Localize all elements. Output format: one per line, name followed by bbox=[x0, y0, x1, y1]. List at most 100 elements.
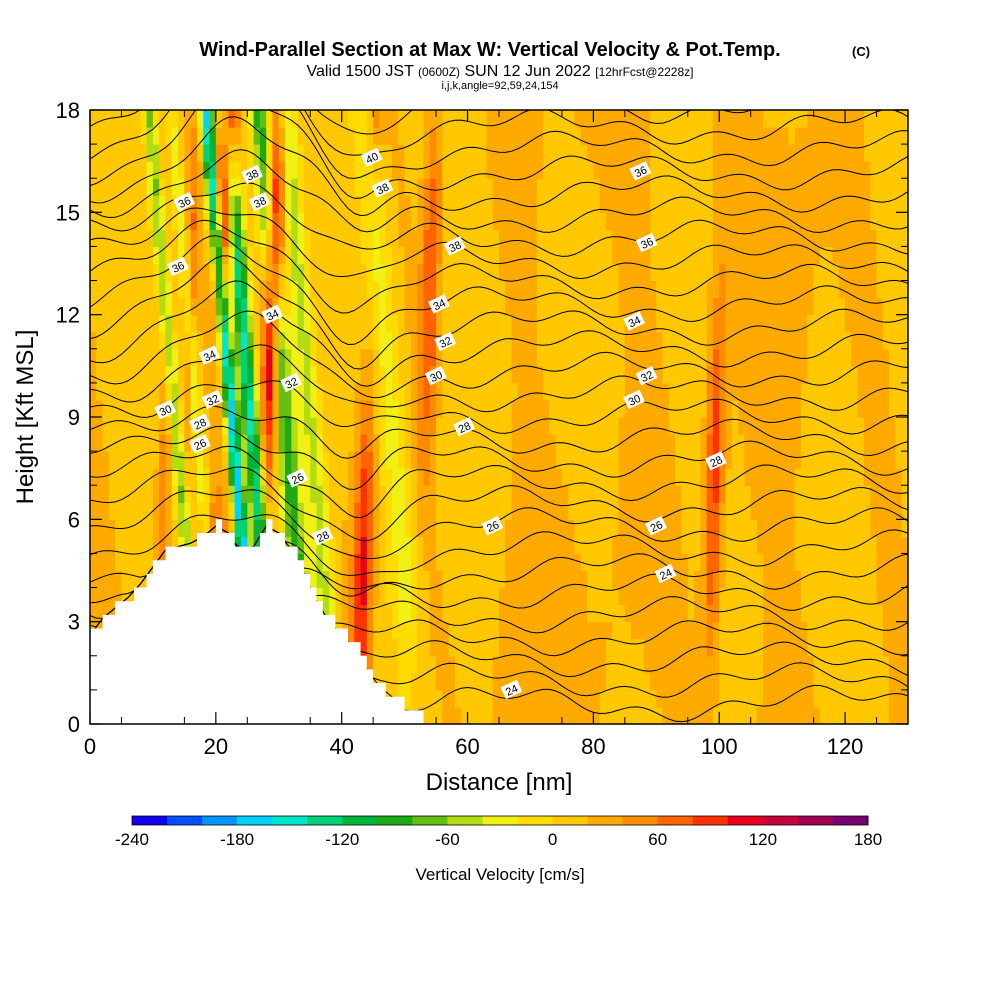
velocity-cell bbox=[599, 263, 607, 282]
velocity-cell bbox=[215, 468, 223, 486]
velocity-cell bbox=[876, 365, 884, 384]
velocity-cell bbox=[876, 570, 884, 589]
velocity-cell bbox=[127, 570, 135, 589]
velocity-cell bbox=[643, 638, 651, 657]
velocity-cell bbox=[486, 417, 494, 435]
velocity-cell bbox=[889, 485, 897, 503]
velocity-cell bbox=[769, 161, 777, 179]
velocity-cell bbox=[115, 485, 123, 503]
velocity-cell bbox=[140, 519, 148, 537]
velocity-cell bbox=[782, 553, 790, 572]
velocity-cell bbox=[115, 536, 123, 555]
velocity-cell bbox=[429, 127, 437, 145]
velocity-cell bbox=[373, 485, 381, 503]
velocity-cell bbox=[637, 246, 645, 265]
velocity-cell bbox=[863, 331, 871, 350]
velocity-cell bbox=[480, 382, 488, 401]
velocity-cell bbox=[845, 638, 852, 657]
velocity-cell bbox=[895, 314, 903, 333]
velocity-cell bbox=[650, 451, 657, 469]
velocity-cell bbox=[480, 417, 488, 435]
velocity-cell bbox=[203, 110, 211, 128]
velocity-cell bbox=[694, 144, 701, 162]
velocity-cell bbox=[398, 519, 406, 537]
velocity-cell bbox=[605, 553, 613, 572]
velocity-cell bbox=[473, 365, 481, 384]
velocity-cell bbox=[467, 212, 475, 230]
velocity-cell bbox=[750, 263, 758, 282]
velocity-cell bbox=[599, 229, 607, 248]
velocity-cell bbox=[310, 127, 318, 145]
velocity-cell bbox=[738, 604, 745, 623]
velocity-cell bbox=[826, 672, 834, 691]
velocity-cell bbox=[259, 246, 267, 265]
velocity-cell bbox=[102, 263, 110, 282]
velocity-cell bbox=[530, 672, 538, 691]
velocity-cell bbox=[536, 110, 544, 128]
velocity-cell bbox=[769, 246, 777, 265]
contour-label-text: 28 bbox=[315, 529, 331, 545]
velocity-cell bbox=[178, 399, 185, 418]
velocity-cell bbox=[876, 417, 884, 435]
velocity-cell bbox=[826, 365, 834, 384]
velocity-cell bbox=[473, 382, 481, 401]
velocity-cell bbox=[505, 144, 513, 162]
velocity-cell bbox=[499, 672, 506, 691]
velocity-cell bbox=[801, 399, 808, 418]
velocity-cell bbox=[826, 399, 834, 418]
velocity-cell bbox=[492, 195, 500, 213]
velocity-cell bbox=[750, 706, 758, 724]
velocity-cell bbox=[454, 434, 462, 452]
velocity-cell bbox=[794, 502, 802, 520]
velocity-cell bbox=[845, 365, 852, 384]
velocity-cell bbox=[492, 451, 500, 469]
velocity-cell bbox=[901, 519, 908, 537]
velocity-cell bbox=[543, 587, 550, 606]
velocity-cell bbox=[750, 399, 758, 418]
velocity-cell bbox=[624, 638, 632, 657]
velocity-cell bbox=[763, 655, 771, 674]
velocity-cell bbox=[599, 485, 607, 503]
velocity-cell bbox=[536, 570, 544, 589]
velocity-cell bbox=[738, 417, 745, 435]
velocity-cell bbox=[618, 127, 626, 145]
velocity-cell bbox=[134, 161, 141, 179]
velocity-cell bbox=[322, 178, 330, 196]
velocity-cell bbox=[662, 434, 670, 452]
velocity-cell bbox=[392, 536, 399, 555]
velocity-cell bbox=[429, 331, 437, 350]
velocity-cell bbox=[234, 417, 242, 435]
velocity-cell bbox=[108, 178, 116, 196]
velocity-cell bbox=[499, 434, 506, 452]
velocity-cell bbox=[341, 212, 349, 230]
velocity-cell bbox=[624, 553, 632, 572]
velocity-cell bbox=[505, 280, 513, 299]
velocity-cell bbox=[385, 655, 393, 674]
velocity-cell bbox=[782, 161, 790, 179]
velocity-cell bbox=[505, 536, 513, 555]
velocity-cell bbox=[744, 314, 752, 333]
velocity-cell bbox=[694, 587, 701, 606]
velocity-cell bbox=[366, 212, 374, 230]
velocity-cell bbox=[366, 195, 374, 213]
velocity-cell bbox=[90, 434, 97, 452]
velocity-cell bbox=[694, 655, 701, 674]
velocity-cell bbox=[832, 570, 840, 589]
velocity-cell bbox=[285, 365, 292, 384]
velocity-cell bbox=[618, 604, 626, 623]
velocity-cell bbox=[379, 263, 387, 282]
velocity-cell bbox=[712, 399, 720, 418]
velocity-cell bbox=[505, 706, 513, 724]
velocity-cell bbox=[241, 212, 248, 230]
velocity-cell bbox=[203, 246, 211, 265]
velocity-cell bbox=[486, 161, 494, 179]
velocity-cell bbox=[549, 570, 557, 589]
velocity-cell bbox=[895, 621, 903, 640]
velocity-cell bbox=[379, 417, 387, 435]
velocity-cell bbox=[247, 195, 255, 213]
velocity-cell bbox=[807, 604, 815, 623]
velocity-cell bbox=[587, 399, 594, 418]
velocity-cell bbox=[461, 485, 469, 503]
velocity-cell bbox=[555, 229, 563, 248]
velocity-cell bbox=[857, 144, 865, 162]
